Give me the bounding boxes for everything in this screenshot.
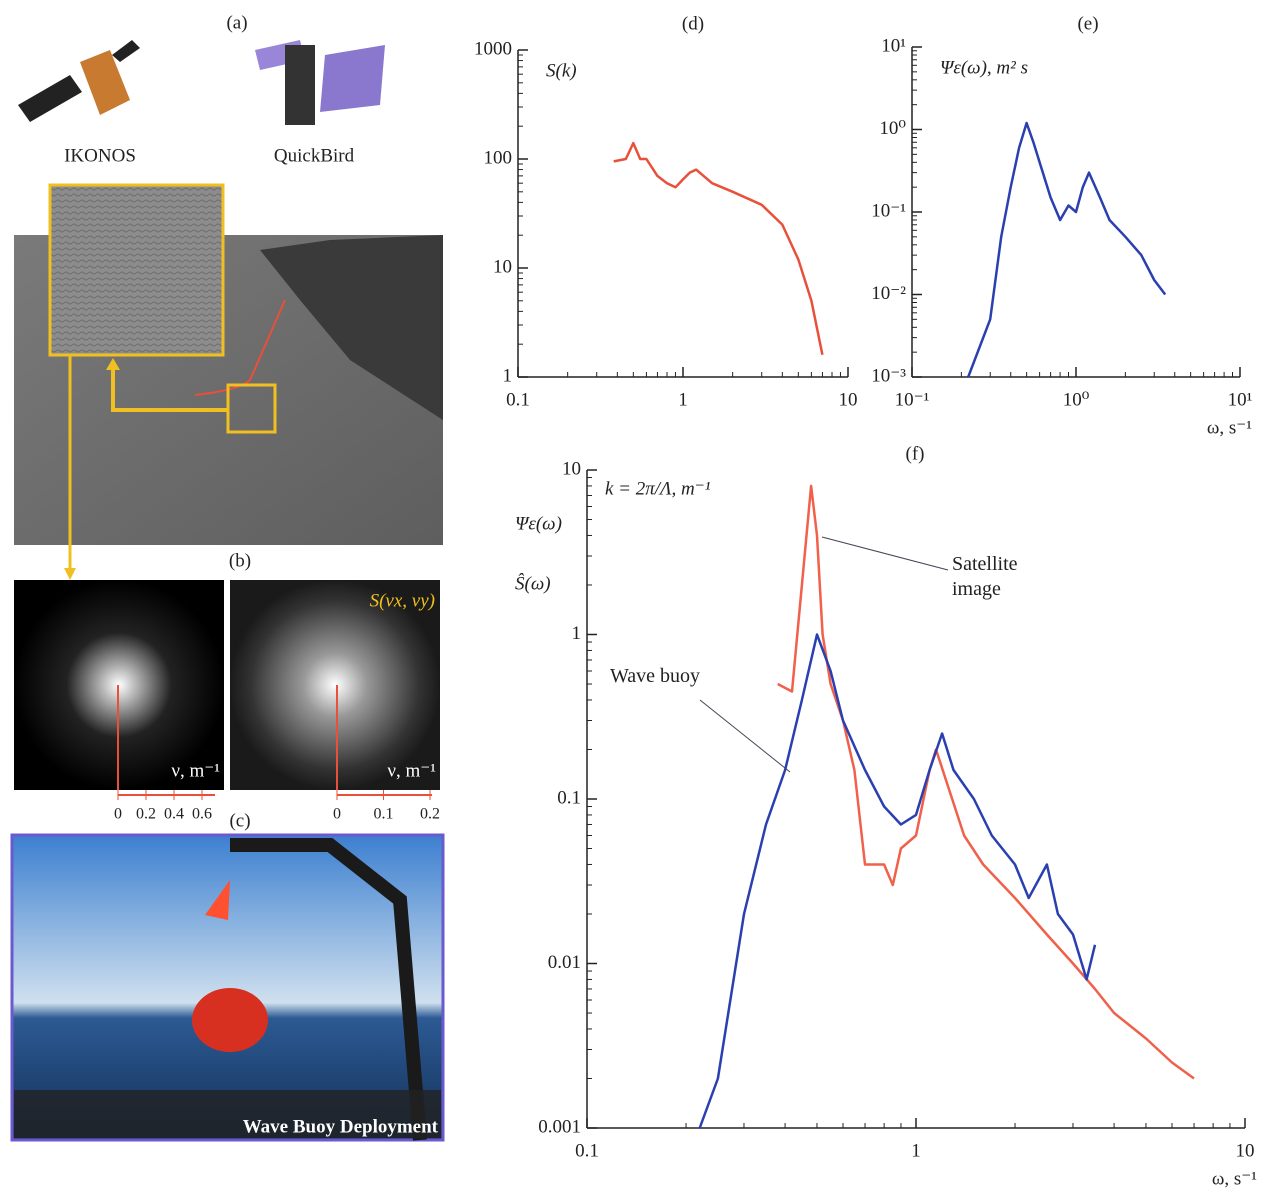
- x-axis-label: ω, s⁻¹: [1207, 417, 1252, 438]
- annotation: k = 2π/Λ, m⁻¹: [605, 478, 711, 499]
- scale-tick-label: 0: [114, 806, 122, 823]
- x-tick-label: 1: [678, 389, 688, 410]
- data-line: [777, 484, 1195, 1080]
- y-tick-label: 10: [493, 256, 512, 277]
- y-tick-label: 10⁻²: [871, 283, 906, 304]
- scale-tick-label: 0: [333, 806, 341, 823]
- y-tick-label: 10⁻³: [871, 365, 906, 386]
- y-tick-label: 10⁰: [879, 118, 906, 139]
- y-tick-label: 0.1: [557, 787, 581, 808]
- y-tick-label: 10: [562, 458, 581, 479]
- leader-line: [699, 699, 791, 773]
- x-tick-label: 0.1: [575, 1140, 599, 1161]
- scale-tick-label: 0.2: [420, 806, 440, 823]
- axis-label: ν, m⁻¹: [387, 760, 436, 781]
- data-line: [698, 633, 1097, 1129]
- panel-label: (c): [229, 810, 250, 831]
- y-axis-label: Ψε(ω), m² s: [940, 57, 1028, 78]
- y-tick-label: 1: [572, 623, 582, 644]
- arrow-head: [106, 358, 120, 370]
- inset-image: [48, 183, 225, 357]
- chart-title: (e): [1077, 13, 1098, 34]
- series-label: Wave buoy: [610, 665, 701, 687]
- scale-tick-label: 0.6: [192, 806, 212, 823]
- x-axis-label: ω, s⁻¹: [1212, 1168, 1257, 1189]
- series-label: Satellite image: [952, 553, 1018, 600]
- spectrum-image: [230, 580, 440, 790]
- x-tick-label: 10: [1236, 1140, 1255, 1161]
- transect: [194, 299, 286, 396]
- axis-label: ν, m⁻¹: [171, 760, 220, 781]
- panel-label: (b): [229, 550, 251, 571]
- data-line: [967, 121, 1167, 378]
- land: [260, 235, 443, 420]
- scale-tick-label: 0.4: [164, 806, 184, 823]
- y-tick-label: 100: [484, 147, 513, 168]
- x-tick-label: 10¹: [1228, 389, 1253, 410]
- y-axis-label: Ŝ(ω): [515, 572, 551, 594]
- flag: [205, 880, 230, 920]
- buoy: [192, 988, 268, 1052]
- data-line: [613, 141, 824, 356]
- y-tick-label: 0.01: [548, 952, 581, 973]
- x-tick-label: 1: [911, 1140, 921, 1161]
- panel-label: (a): [226, 12, 247, 33]
- y-tick-label: 10⁻¹: [871, 200, 906, 221]
- photo-caption: Wave Buoy Deployment: [243, 1116, 439, 1137]
- x-tick-label: 0.1: [506, 389, 530, 410]
- y-tick-label: 10¹: [881, 35, 906, 56]
- x-tick-label: 10⁰: [1063, 389, 1090, 410]
- ikonos-icon: [18, 40, 140, 122]
- boat: [14, 1090, 441, 1138]
- satellite-name: IKONOS: [64, 145, 136, 166]
- scale-tick-label: 0.2: [136, 806, 156, 823]
- y-tick-label: 1: [503, 365, 513, 386]
- crane: [230, 838, 427, 1141]
- chart-title: (f): [906, 443, 925, 464]
- x-tick-label: 10⁻¹: [895, 389, 930, 410]
- quickbird-icon: [255, 40, 385, 125]
- scale-tick-label: 0.1: [374, 806, 394, 823]
- leader-line: [821, 536, 949, 571]
- arrow-head: [64, 568, 76, 580]
- x-tick-label: 10: [839, 389, 858, 410]
- y-tick-label: 1000: [474, 38, 512, 59]
- y-axis-label: S(k): [546, 60, 577, 81]
- arrow: [111, 368, 228, 412]
- spectrum-label: S(νx, νy): [370, 590, 435, 611]
- y-tick-label: 0.001: [538, 1116, 581, 1137]
- y-axis-label: Ψε(ω): [515, 513, 562, 534]
- chart-title: (d): [682, 13, 704, 34]
- satellite-name: QuickBird: [274, 145, 355, 166]
